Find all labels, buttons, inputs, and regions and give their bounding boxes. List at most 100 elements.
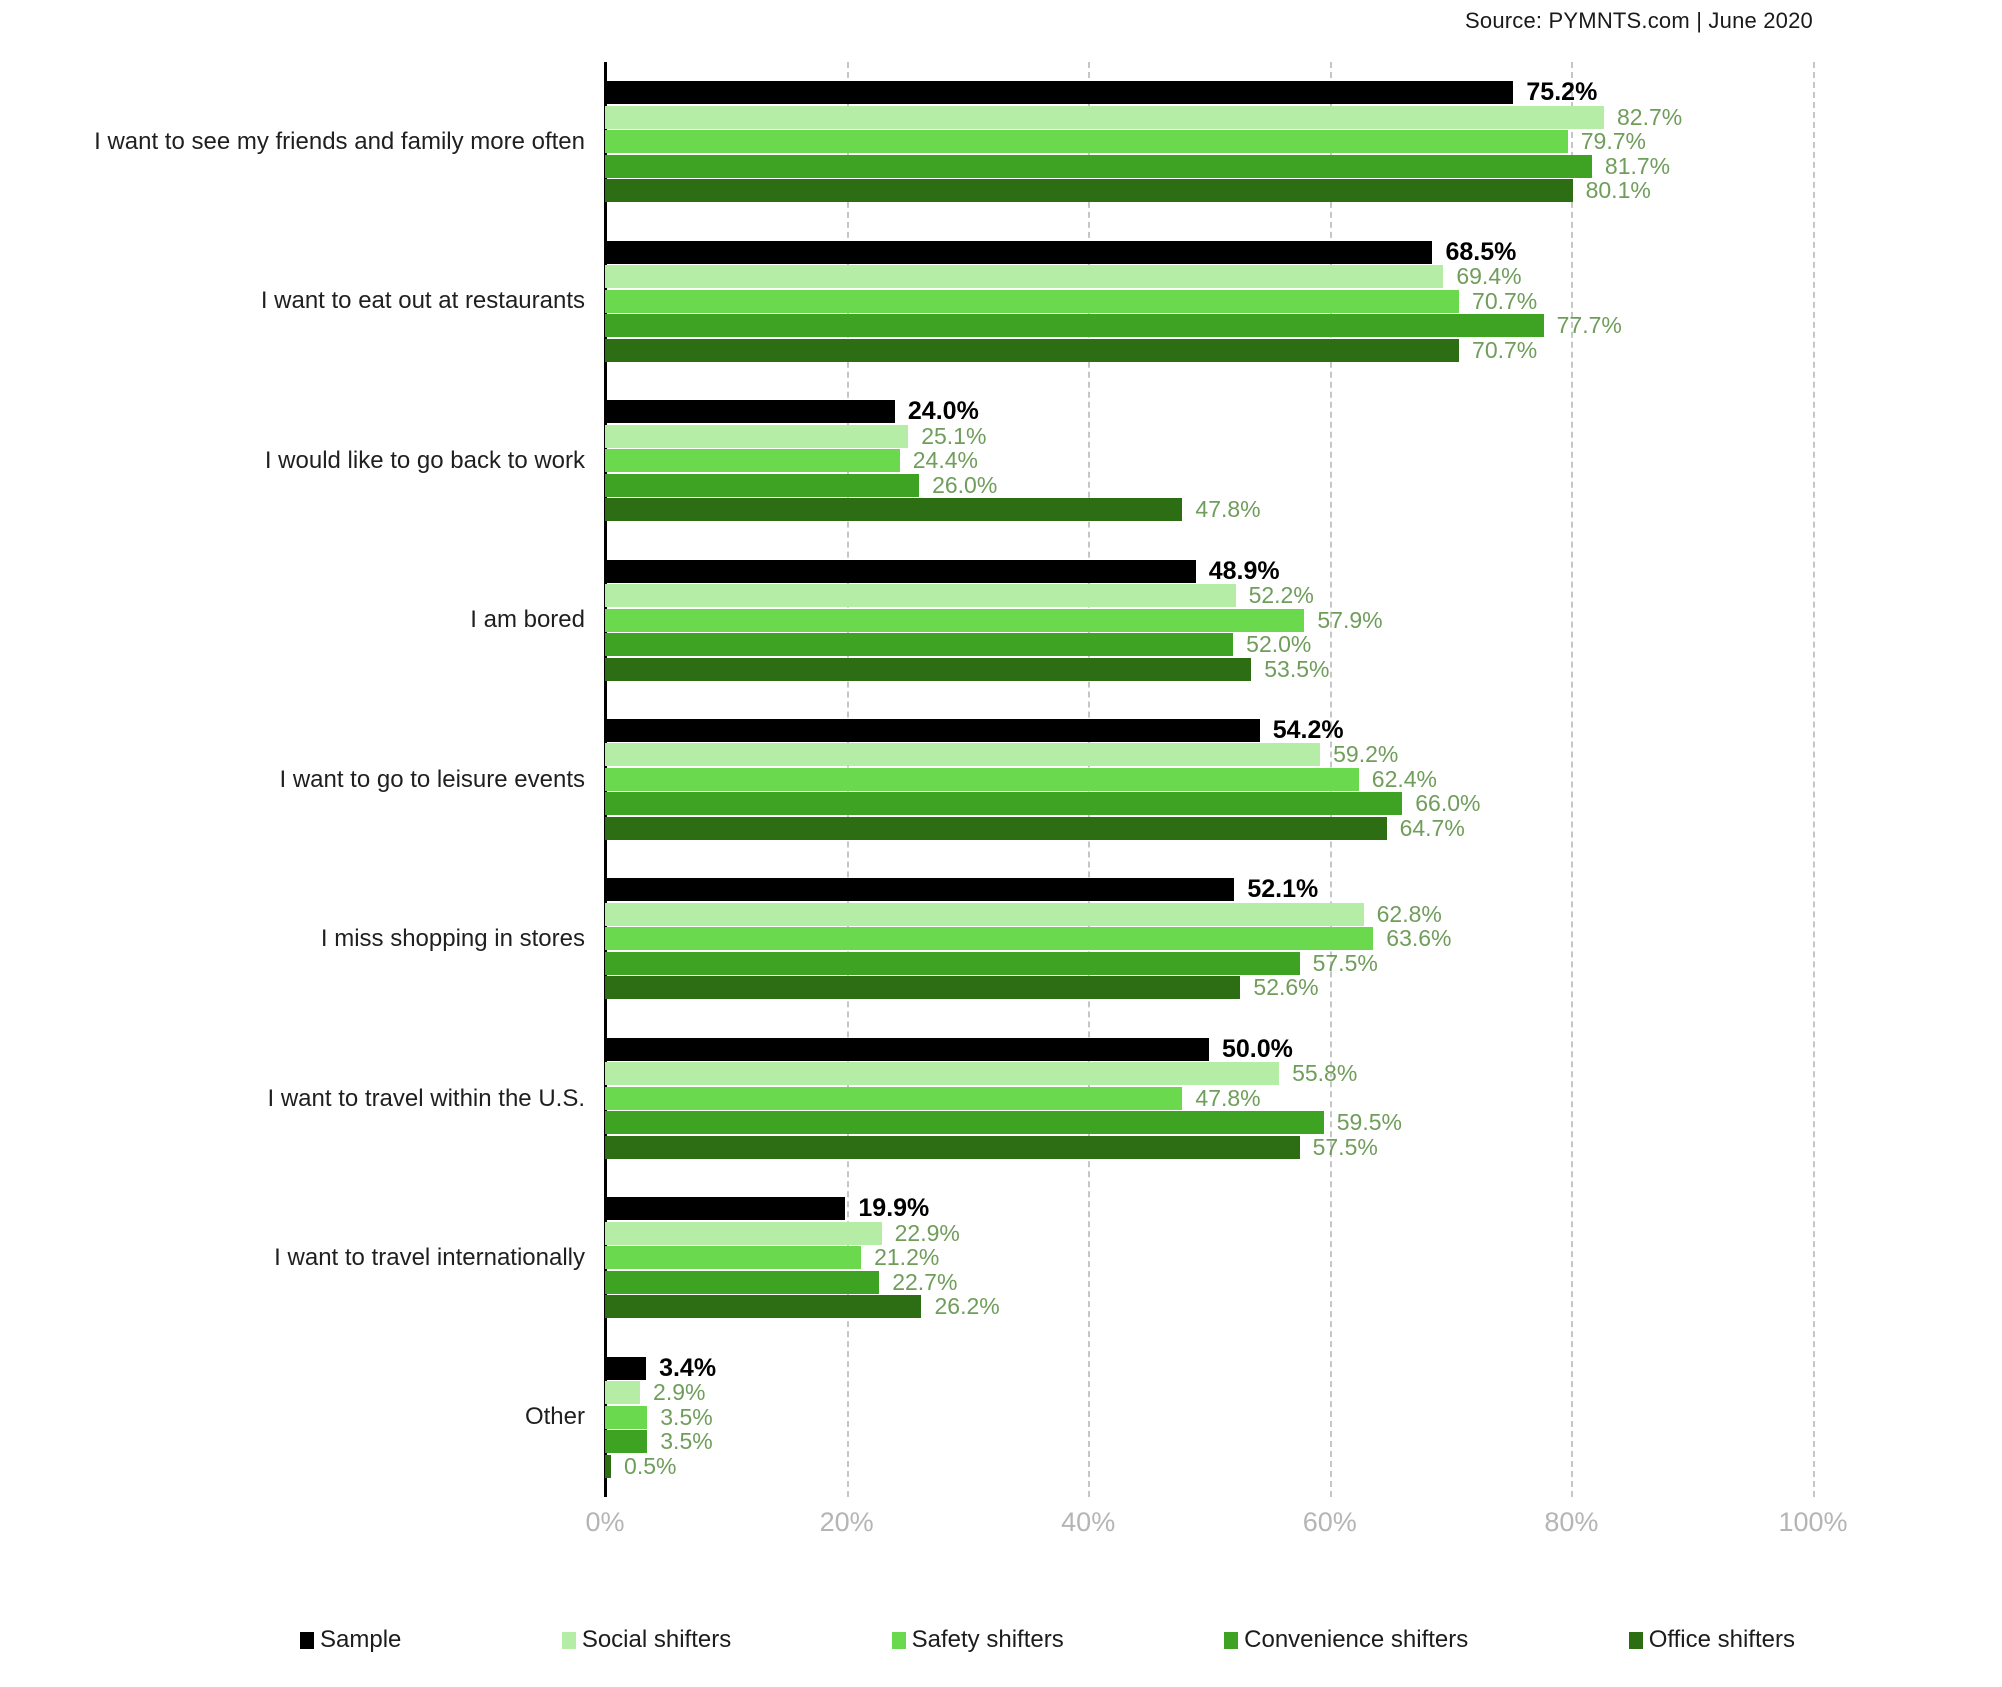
- bar-row-safety-shifters: 79.7%: [605, 129, 1813, 154]
- value-label: 63.6%: [1386, 925, 1452, 952]
- x-tick-40: 40%: [1061, 1507, 1116, 1537]
- value-label: 70.7%: [1472, 336, 1538, 363]
- bar-row-office-shifters: 26.2%: [605, 1295, 1813, 1320]
- category-label: I miss shopping in stores: [320, 925, 585, 953]
- bar-group-i-am-bored: I am bored 48.9% 52.2% 57.9% 52.0% 53.5%: [0, 540, 1813, 699]
- bar-safety-shifters-i-miss-shopping-in-stores: [605, 927, 1374, 951]
- value-label: 57.5%: [1312, 1133, 1378, 1160]
- bar-row-sample: 68.5%: [605, 239, 1813, 265]
- legend-item-sample: Sample: [300, 1626, 401, 1654]
- legend-label: Social shifters: [581, 1626, 732, 1653]
- bar-row-sample: 48.9%: [605, 558, 1813, 584]
- bar-social-shifters-i-want-to-eat-out-at-restaurants: [605, 265, 1444, 289]
- bar-sample-i-would-like-to-go-back-to-work: [605, 400, 895, 424]
- bar-row-office-shifters: 0.5%: [605, 1454, 1813, 1479]
- value-label: 69.4%: [1456, 263, 1522, 290]
- bar-row-social-shifters: 82.7%: [605, 105, 1813, 130]
- x-axis: 0% 20% 40% 60% 80% 100%: [0, 1507, 2002, 1547]
- legend-item-social-shifters: Social shifters: [561, 1626, 732, 1654]
- value-label: 75.2%: [1526, 78, 1598, 107]
- bar-social-shifters-i-miss-shopping-in-stores: [605, 902, 1364, 926]
- value-label: 66.0%: [1415, 790, 1481, 817]
- bar-safety-shifters-i-want-to-travel-internationally: [605, 1246, 862, 1270]
- bar-group-i-want-to-see-my-friends-and-family-more-often: I want to see my friends and family more…: [0, 62, 1813, 221]
- value-label: 2.9%: [653, 1379, 706, 1406]
- bar-convenience-shifters-i-am-bored: [605, 633, 1234, 657]
- legend-item-convenience-shifters: Convenience shifters: [1224, 1626, 1468, 1654]
- bar-row-convenience-shifters: 52.0%: [605, 632, 1813, 657]
- bar-social-shifters-i-would-like-to-go-back-to-work: [605, 424, 909, 448]
- value-label: 22.9%: [894, 1219, 960, 1246]
- bar-social-shifters-i-want-to-travel-within-the-u-s: [605, 1062, 1280, 1086]
- x-tick-100: 100%: [1778, 1507, 1848, 1537]
- bar-convenience-shifters-i-want-to-travel-internationally: [605, 1270, 880, 1294]
- bar-row-convenience-shifters: 81.7%: [605, 154, 1813, 179]
- category-label: I am bored: [470, 606, 585, 634]
- bar-office-shifters-i-would-like-to-go-back-to-work: [605, 498, 1183, 522]
- bar-row-social-shifters: 2.9%: [605, 1380, 1813, 1405]
- value-label: 64.7%: [1399, 814, 1465, 841]
- bar-row-safety-shifters: 57.9%: [605, 608, 1813, 633]
- value-label: 59.2%: [1333, 741, 1399, 768]
- value-label: 26.0%: [932, 471, 998, 498]
- bar-office-shifters-i-want-to-eat-out-at-restaurants: [605, 338, 1460, 362]
- bars-container: 52.1% 62.8% 63.6% 57.5% 52.6%: [605, 859, 1813, 1018]
- bar-sample-i-want-to-travel-internationally: [605, 1197, 846, 1221]
- value-label: 3.5%: [660, 1403, 713, 1430]
- category-label: I want to eat out at restaurants: [260, 287, 585, 315]
- legend-item-safety-shifters: Safety shifters: [891, 1626, 1064, 1654]
- bar-row-sample: 75.2%: [605, 80, 1813, 105]
- bar-row-sample: 52.1%: [605, 877, 1813, 903]
- bar-row-office-shifters: 64.7%: [605, 816, 1813, 841]
- bar-group-i-want-to-eat-out-at-restaurants: I want to eat out at restaurants 68.5% 69.…: [0, 221, 1813, 380]
- value-label: 25.1%: [921, 422, 987, 449]
- bar-office-shifters-i-want-to-see-my-friends-and-family-more-often: [605, 179, 1573, 203]
- bar-row-convenience-shifters: 22.7%: [605, 1270, 1813, 1295]
- bar-row-safety-shifters: 21.2%: [605, 1246, 1813, 1271]
- value-label: 81.7%: [1604, 152, 1671, 179]
- bar-sample-i-am-bored: [605, 559, 1196, 583]
- bar-row-convenience-shifters: 26.0%: [605, 473, 1813, 498]
- value-label: 77.7%: [1556, 312, 1622, 339]
- bar-safety-shifters-i-want-to-go-to-leisure-events: [605, 767, 1359, 791]
- bar-office-shifters-other: [605, 1454, 612, 1478]
- value-label: 24.0%: [907, 397, 979, 426]
- category-label: I would like to go back to work: [264, 446, 585, 474]
- gridline-80: [1571, 62, 1574, 1497]
- bar-row-social-shifters: 69.4%: [605, 264, 1813, 289]
- value-label: 70.7%: [1472, 287, 1538, 314]
- bar-row-safety-shifters: 3.5%: [605, 1405, 1813, 1430]
- value-label: 55.8%: [1292, 1060, 1358, 1087]
- bar-office-shifters-i-want-to-travel-internationally: [605, 1295, 922, 1319]
- legend-label: Safety shifters: [911, 1626, 1064, 1653]
- bar-row-sample: 19.9%: [605, 1194, 1813, 1223]
- bar-row-convenience-shifters: 57.5%: [605, 951, 1813, 976]
- bar-group-i-want-to-go-to-leisure-events: I want to go to leisure events 54.2% 59.2%…: [0, 700, 1813, 859]
- bar-group-i-want-to-travel-within-the-u-s: I want to travel within the U.S. 50.0% 55.…: [0, 1019, 1813, 1178]
- bar-row-social-shifters: 22.9%: [605, 1221, 1813, 1246]
- value-label: 0.5%: [624, 1452, 677, 1479]
- bar-row-office-shifters: 70.7%: [605, 338, 1813, 363]
- value-label: 19.9%: [858, 1194, 930, 1223]
- value-label: 82.7%: [1617, 103, 1683, 130]
- bars-container: 68.5% 69.4% 70.7% 77.7% 70.7%: [605, 221, 1813, 380]
- bars-container: 50.0% 55.8% 47.8% 59.5% 57.5%: [605, 1019, 1813, 1178]
- category-label: I want to travel internationally: [274, 1243, 585, 1271]
- bar-row-social-shifters: 52.2%: [605, 583, 1813, 608]
- bar-row-convenience-shifters: 3.5%: [605, 1429, 1813, 1454]
- bar-row-office-shifters: 47.8%: [605, 497, 1813, 522]
- bar-convenience-shifters-i-want-to-eat-out-at-restaurants: [605, 314, 1544, 338]
- source-note: Source: PYMNTS.com | June 2020: [1465, 8, 1813, 33]
- legend-item-office-shifters: Office shifters: [1628, 1626, 1795, 1654]
- bars-container: 19.9% 22.9% 21.2% 22.7% 26.2%: [605, 1178, 1813, 1337]
- bar-groups: I want to see my friends and family more…: [0, 62, 1813, 1497]
- bar-convenience-shifters-other: [605, 1430, 648, 1454]
- x-tick-0: 0%: [585, 1507, 625, 1537]
- category-label: I want to travel within the U.S.: [267, 1084, 585, 1112]
- bar-office-shifters-i-am-bored: [605, 657, 1252, 681]
- value-label: 52.0%: [1246, 631, 1312, 658]
- legend-label: Office shifters: [1648, 1626, 1795, 1653]
- bar-safety-shifters-i-want-to-travel-within-the-u-s: [605, 1086, 1183, 1110]
- bar-sample-i-want-to-eat-out-at-restaurants: [605, 240, 1433, 264]
